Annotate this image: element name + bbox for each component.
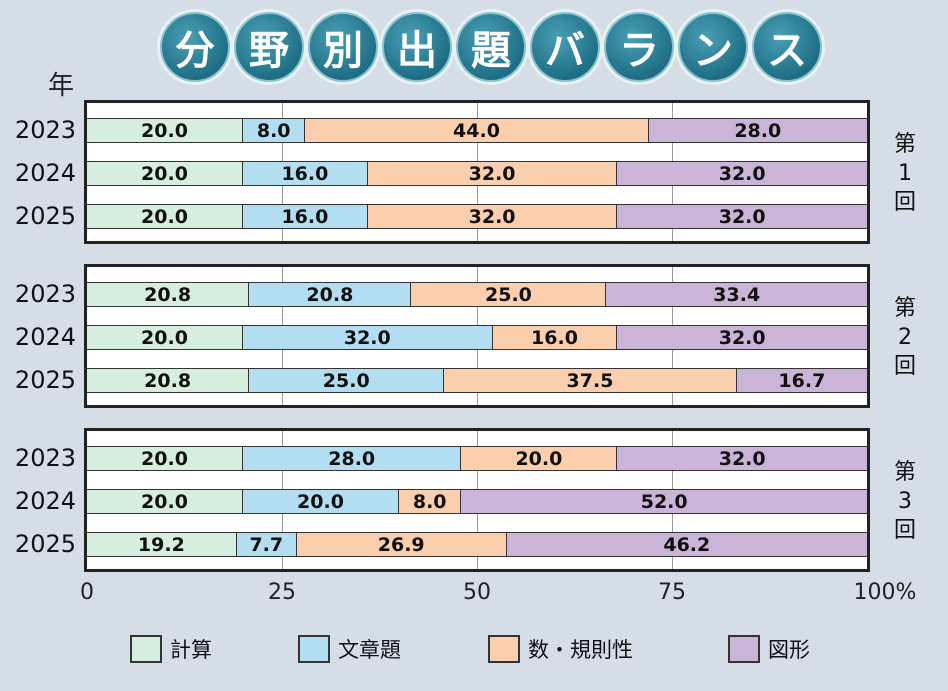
bar-row: 20.0 16.0 32.0 32.0 (87, 161, 867, 186)
legend-item: 文章題 (298, 634, 401, 664)
bar-segment: 20.0 (87, 119, 243, 142)
title-char: ラ (604, 12, 674, 82)
bar-segment: 32.0 (617, 447, 867, 470)
bar-segment: 20.0 (87, 447, 243, 470)
year-label: 2023 (14, 280, 76, 308)
year-axis-label: 年 (48, 71, 75, 101)
bar-segment: 20.0 (243, 490, 399, 513)
bar-segment: 25.0 (249, 369, 445, 392)
legend-label: 図形 (768, 638, 810, 662)
title-char: バ (530, 12, 600, 82)
chart-title: 分野別出題バランス (160, 12, 822, 82)
bar-row: 20.0 8.0 44.0 28.0 (87, 118, 867, 143)
bar-segment: 20.0 (87, 490, 243, 513)
year-label: 2023 (14, 444, 76, 472)
bar-segment: 20.8 (87, 283, 250, 306)
legend-item: 図形 (728, 634, 810, 664)
bar-segment: 26.9 (296, 533, 507, 556)
year-label: 2025 (14, 202, 76, 230)
bar-segment: 28.0 (648, 119, 867, 142)
bar-row: 20.8 25.0 37.5 16.7 (87, 368, 867, 393)
legend-label: 計算 (170, 638, 212, 662)
x-tick-label: 0 (80, 580, 94, 605)
legend-item: 数・規則性 (488, 634, 633, 664)
bar-segment: 52.0 (461, 490, 867, 513)
bar-row: 20.0 28.0 20.0 32.0 (87, 446, 867, 471)
title-char: 題 (456, 12, 526, 82)
bar-segment: 20.0 (461, 447, 618, 470)
bar-segment: 8.0 (399, 490, 462, 513)
title-char: 分 (160, 12, 230, 82)
bar-segment: 32.0 (617, 205, 867, 228)
bar-segment: 25.0 (411, 283, 607, 306)
bar-segment: 46.2 (506, 533, 867, 556)
year-label: 2025 (14, 530, 76, 558)
exam-section: 20.0 28.0 20.0 32.0 20.0 20.0 8.0 52.0 19.2 7.7 26… (84, 428, 870, 572)
legend-swatch (130, 635, 162, 663)
bar-segment: 37.5 (444, 369, 737, 392)
exam-section: 20.0 8.0 44.0 28.0 20.0 16.0 32.0 32.0 20.0 16.0 3… (84, 100, 870, 244)
bar-row: 20.8 20.8 25.0 33.4 (87, 282, 867, 307)
legend-item: 計算 (130, 634, 212, 664)
bar-segment: 8.0 (243, 119, 306, 142)
title-char: 出 (382, 12, 452, 82)
bar-row: 19.2 7.7 26.9 46.2 (87, 532, 867, 557)
bar-segment: 20.0 (87, 205, 243, 228)
year-label: 2024 (14, 487, 76, 515)
bar-segment: 16.0 (492, 326, 618, 349)
bar-segment: 16.0 (243, 205, 368, 228)
bar-segment: 20.8 (249, 283, 412, 306)
bar-segment: 19.2 (87, 533, 237, 556)
bar-segment: 32.0 (243, 326, 493, 349)
x-tick-label: 25 (268, 580, 296, 605)
x-tick-label: 50 (463, 580, 491, 605)
bar-segment: 32.0 (367, 162, 618, 185)
legend-label: 文章題 (338, 638, 401, 662)
title-char: 野 (234, 12, 304, 82)
year-label: 2023 (14, 116, 76, 144)
bar-segment: 33.4 (606, 283, 867, 306)
bar-row: 20.0 20.0 8.0 52.0 (87, 489, 867, 514)
legend: 計算 文章題 数・規則性 図形 (0, 634, 948, 668)
bar-segment: 16.0 (243, 162, 368, 185)
exam-section: 20.8 20.8 25.0 33.4 20.0 32.0 16.0 32.0 20.8 25.0… (84, 264, 870, 408)
year-label: 2024 (14, 159, 76, 187)
bar-row: 20.0 16.0 32.0 32.0 (87, 204, 867, 229)
legend-swatch (298, 635, 330, 663)
x-tick-label: 75 (658, 580, 686, 605)
bar-segment: 7.7 (236, 533, 297, 556)
bar-segment: 44.0 (305, 119, 649, 142)
year-label: 2025 (14, 366, 76, 394)
bar-segment: 20.0 (87, 326, 243, 349)
legend-swatch (728, 635, 760, 663)
bar-segment: 28.0 (243, 447, 462, 470)
bar-segment: 16.7 (736, 369, 867, 392)
legend-label: 数・規則性 (528, 638, 633, 662)
bar-segment: 32.0 (617, 162, 867, 185)
title-char: ス (752, 12, 822, 82)
x-tick-label: 100% (853, 580, 917, 605)
legend-swatch (488, 635, 520, 663)
bar-segment: 32.0 (367, 205, 618, 228)
bar-segment: 32.0 (617, 326, 867, 349)
year-label: 2024 (14, 323, 76, 351)
bar-segment: 20.0 (87, 162, 243, 185)
title-char: ン (678, 12, 748, 82)
bar-segment: 20.8 (87, 369, 250, 392)
title-char: 別 (308, 12, 378, 82)
bar-row: 20.0 32.0 16.0 32.0 (87, 325, 867, 350)
